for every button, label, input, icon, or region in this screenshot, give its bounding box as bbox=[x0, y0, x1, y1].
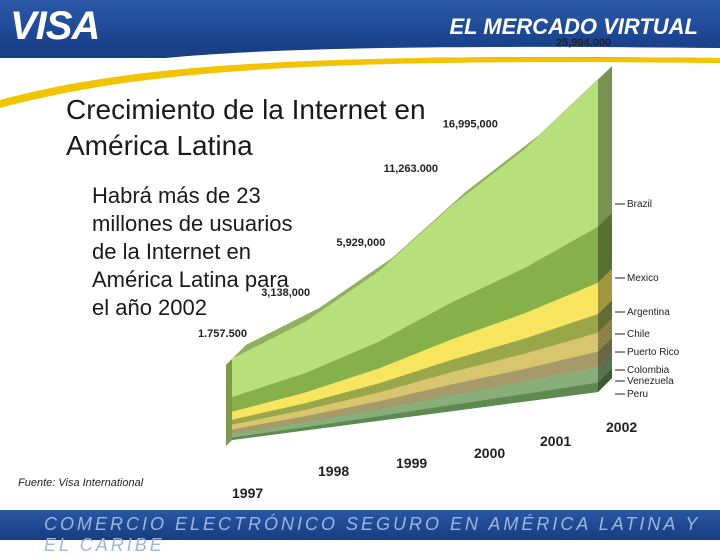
side-chile bbox=[598, 300, 612, 333]
side-argentina bbox=[598, 268, 612, 314]
legend-label: Mexico bbox=[627, 273, 659, 284]
slide-title: Crecimiento de la Internet en América La… bbox=[66, 92, 506, 164]
x-tick-label: 1997 bbox=[232, 485, 263, 501]
legend-label: Venezuela bbox=[627, 376, 674, 387]
x-tick-label: 1999 bbox=[396, 455, 427, 471]
side-colombia bbox=[598, 337, 612, 368]
value-label: 1.757.500 bbox=[198, 328, 247, 340]
title-line-1: Crecimiento de la Internet en bbox=[66, 94, 426, 125]
slide-subtitle: Habrá más de 23 millones de usuarios de … bbox=[92, 182, 322, 322]
header-swoosh bbox=[0, 46, 720, 108]
side-puerto-rico bbox=[598, 318, 612, 352]
value-label: 5,929,000 bbox=[336, 237, 385, 249]
area-argentina bbox=[232, 282, 598, 420]
legend-label: Argentina bbox=[627, 307, 670, 318]
subtitle-line: de la Internet en bbox=[92, 239, 252, 264]
legend-label: Chile bbox=[627, 329, 650, 340]
subtitle-line: Habrá más de 23 bbox=[92, 183, 261, 208]
subtitle-line: millones de usuarios bbox=[92, 211, 293, 236]
visa-logo: VISA bbox=[10, 4, 100, 48]
subtitle-line: América Latina para bbox=[92, 267, 289, 292]
legend-label: Puerto Rico bbox=[627, 347, 680, 358]
legend-label: Peru bbox=[627, 389, 648, 400]
value-label: 25,994.000 bbox=[556, 37, 611, 49]
side-mexico bbox=[598, 212, 612, 283]
area-venezuela bbox=[232, 367, 598, 438]
header-title: EL MERCADO VIRTUAL bbox=[449, 14, 698, 39]
area-chile bbox=[232, 314, 598, 425]
x-tick-label: 2002 bbox=[606, 419, 637, 435]
value-label: 16,995,000 bbox=[443, 118, 498, 130]
side-venezuela bbox=[598, 353, 612, 383]
x-tick-label: 2000 bbox=[474, 445, 505, 461]
area-colombia bbox=[232, 351, 598, 434]
title-line-2: América Latina bbox=[66, 130, 253, 161]
area-brazil bbox=[232, 80, 598, 398]
legend-label: Colombia bbox=[627, 365, 670, 376]
legend-label: Brazil bbox=[627, 199, 652, 210]
x-tick-label: 2001 bbox=[540, 433, 571, 449]
value-label: 11,263.000 bbox=[384, 163, 438, 175]
subtitle-line: el año 2002 bbox=[92, 295, 207, 320]
value-label: 3,138,000 bbox=[261, 287, 310, 299]
footer-tagline: COMERCIO ELECTRÓNICO SEGURO EN AMÉRICA L… bbox=[44, 514, 701, 555]
x-tick-label: 1998 bbox=[318, 463, 349, 479]
source-note: Fuente: Visa International bbox=[18, 477, 144, 489]
area-peru bbox=[232, 382, 598, 440]
side-peru bbox=[598, 368, 612, 392]
area-puerto-rico bbox=[232, 332, 598, 430]
area-mexico bbox=[232, 226, 598, 412]
footer-bar bbox=[0, 510, 720, 540]
side-brazil bbox=[598, 66, 612, 227]
area-chart: 1.757.500 3,138,000 5,929,000 11,263.000 16,… bbox=[198, 37, 680, 501]
left-cap bbox=[226, 358, 232, 446]
